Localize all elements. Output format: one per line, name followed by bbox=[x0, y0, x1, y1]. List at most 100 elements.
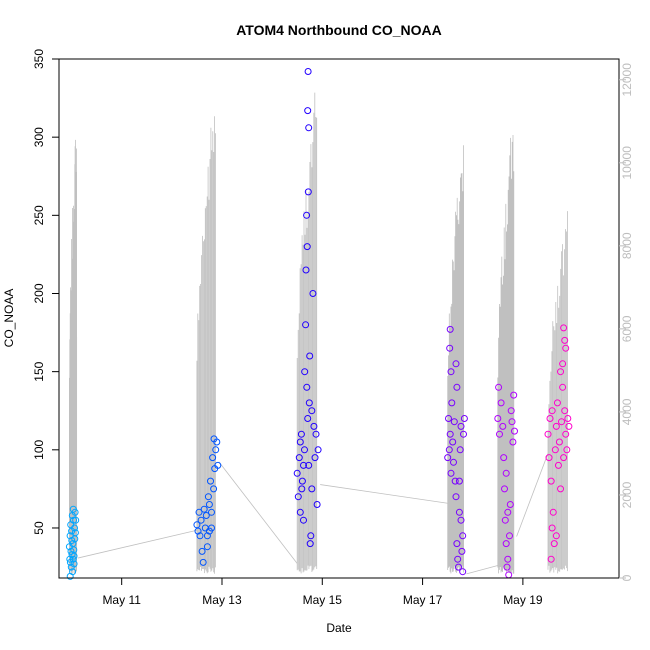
data-point bbox=[460, 415, 468, 422]
data-point bbox=[196, 532, 204, 540]
secondary-profiles bbox=[547, 211, 568, 574]
x-tick-label: May 19 bbox=[503, 593, 543, 607]
data-point bbox=[210, 485, 218, 493]
data-point bbox=[308, 485, 316, 493]
data-point bbox=[71, 529, 79, 537]
data-point bbox=[546, 415, 554, 422]
y2-tick-label: 12000 bbox=[620, 63, 634, 97]
data-point bbox=[203, 543, 211, 551]
data-point bbox=[205, 527, 213, 535]
data-point bbox=[310, 422, 318, 430]
data-point bbox=[305, 399, 313, 407]
y2-tick-label: 2000 bbox=[620, 481, 634, 508]
data-point bbox=[504, 508, 512, 516]
data-point bbox=[550, 540, 558, 548]
data-point bbox=[455, 477, 463, 485]
data-point bbox=[456, 446, 464, 454]
data-point bbox=[298, 485, 306, 493]
secondary-profiles bbox=[497, 135, 515, 574]
secondary-connector bbox=[218, 461, 298, 564]
data-point bbox=[500, 454, 508, 462]
y-axis-left: 50 100 150 200 250 300 350 bbox=[32, 49, 59, 535]
data-point bbox=[503, 563, 511, 571]
data-point bbox=[450, 418, 458, 426]
data-point bbox=[459, 532, 467, 540]
y2-tick-label: 10000 bbox=[620, 146, 634, 180]
data-point bbox=[453, 383, 461, 391]
data-point bbox=[565, 422, 573, 430]
data-point bbox=[508, 418, 516, 426]
data-point bbox=[303, 211, 311, 219]
data-point bbox=[194, 527, 202, 535]
data-point bbox=[70, 552, 78, 560]
data-point bbox=[505, 571, 513, 579]
data-point bbox=[448, 399, 456, 407]
data-point bbox=[68, 551, 76, 559]
data-point bbox=[455, 508, 463, 516]
data-point bbox=[202, 512, 210, 519]
data-point bbox=[305, 461, 313, 469]
data-point bbox=[560, 324, 568, 332]
data-point bbox=[553, 399, 561, 407]
data-point bbox=[312, 430, 320, 438]
y-tick-label: 350 bbox=[32, 49, 46, 69]
data-point bbox=[452, 360, 460, 368]
data-point bbox=[306, 540, 314, 548]
data-point bbox=[305, 124, 313, 132]
data-point bbox=[545, 454, 553, 462]
data-point bbox=[307, 532, 315, 540]
data-point bbox=[300, 516, 307, 524]
y-tick-label: 300 bbox=[32, 127, 46, 147]
y-tick-label: 250 bbox=[32, 205, 46, 225]
data-point bbox=[561, 407, 569, 415]
secondary-profiles bbox=[447, 145, 464, 574]
x-axis-label: Date bbox=[326, 621, 352, 635]
secondary-connector bbox=[516, 453, 549, 537]
data-point bbox=[455, 563, 462, 571]
data-point bbox=[306, 352, 314, 360]
data-point bbox=[495, 383, 503, 391]
data-point bbox=[302, 266, 310, 274]
y2-tick-label: 6000 bbox=[620, 315, 634, 342]
x-tick-label: May 17 bbox=[403, 593, 443, 607]
data-point bbox=[563, 446, 571, 454]
data-point bbox=[207, 477, 214, 485]
data-point bbox=[548, 524, 556, 532]
data-point bbox=[302, 321, 310, 329]
data-point bbox=[314, 446, 322, 454]
y-tick-label: 200 bbox=[32, 283, 46, 303]
data-point bbox=[203, 532, 211, 540]
data-point bbox=[552, 532, 560, 540]
data-point bbox=[501, 516, 509, 524]
data-point bbox=[198, 547, 206, 555]
data-point bbox=[452, 493, 460, 501]
data-point bbox=[451, 477, 459, 485]
data-point bbox=[449, 438, 457, 446]
data-point bbox=[69, 555, 77, 563]
data-point bbox=[559, 383, 567, 391]
data-point bbox=[496, 430, 503, 438]
data-point bbox=[454, 555, 462, 563]
data-point bbox=[460, 430, 467, 438]
y-axis-right: 0 2000 4000 6000 8000 10000 12000 bbox=[619, 63, 634, 581]
data-point bbox=[204, 493, 212, 501]
data-point bbox=[304, 68, 312, 75]
data-point bbox=[554, 461, 562, 469]
data-point bbox=[66, 532, 74, 540]
secondary-connector bbox=[320, 484, 448, 504]
data-point bbox=[296, 508, 304, 516]
data-point bbox=[555, 438, 563, 446]
data-point bbox=[509, 438, 517, 446]
secondary-profiles bbox=[69, 139, 77, 574]
data-point bbox=[444, 454, 452, 462]
data-point bbox=[560, 454, 568, 462]
data-points bbox=[65, 68, 573, 580]
data-point bbox=[459, 568, 467, 576]
data-point bbox=[547, 555, 555, 563]
data-point bbox=[304, 415, 312, 422]
data-point bbox=[447, 469, 455, 477]
data-point bbox=[210, 435, 218, 443]
data-point bbox=[301, 368, 309, 376]
data-point bbox=[549, 508, 557, 516]
